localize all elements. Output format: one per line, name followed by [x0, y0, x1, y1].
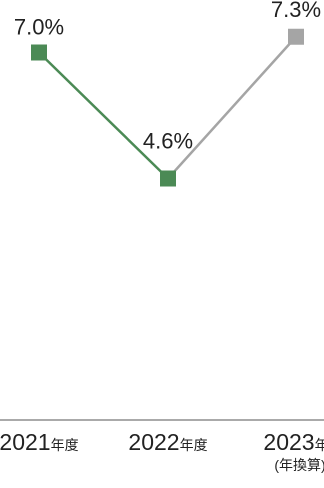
x-tick-label-2023: 2023年 — [263, 429, 324, 455]
line-segments — [38, 35, 297, 180]
data-point-2021 — [31, 44, 47, 61]
data-label-2021: 7.0% — [14, 15, 64, 40]
data-labels: 7.0% 4.6% 7.3% — [14, 0, 321, 154]
line-segment-2 — [167, 35, 297, 180]
data-label-2022: 4.6% — [143, 129, 193, 154]
x-tick-label-2022: 2022年度 — [128, 429, 207, 455]
data-point-2023 — [288, 28, 304, 45]
x-axis-tick-labels: 2021年度 2022年度 2023年 (年換算) — [0, 429, 324, 473]
x-tick-label-2021: 2021年度 — [0, 429, 79, 455]
data-point-2022 — [160, 170, 176, 187]
x-tick-note-2023: (年換算) — [274, 457, 324, 473]
data-points — [31, 28, 304, 187]
data-label-2023: 7.3% — [271, 0, 321, 22]
line-segment-1 — [38, 51, 169, 180]
